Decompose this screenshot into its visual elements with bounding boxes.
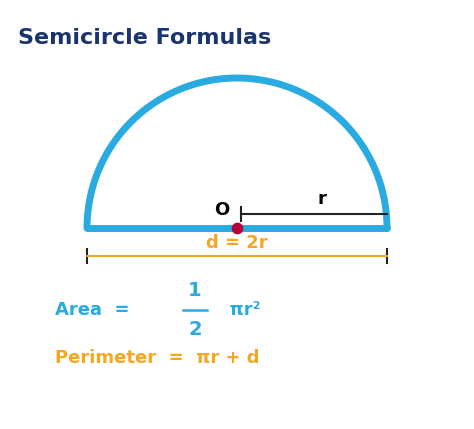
Text: 2: 2 <box>188 320 202 339</box>
Text: Semicircle Formulas: Semicircle Formulas <box>18 28 271 48</box>
Text: Perimeter  =  πr + d: Perimeter = πr + d <box>55 349 259 367</box>
Text: Area  =: Area = <box>55 301 129 319</box>
Text: O: O <box>214 201 229 219</box>
Point <box>233 224 241 231</box>
Text: r: r <box>318 190 327 208</box>
Text: d = 2r: d = 2r <box>206 234 268 252</box>
Text: πr²: πr² <box>217 301 261 319</box>
Text: 1: 1 <box>188 281 202 300</box>
